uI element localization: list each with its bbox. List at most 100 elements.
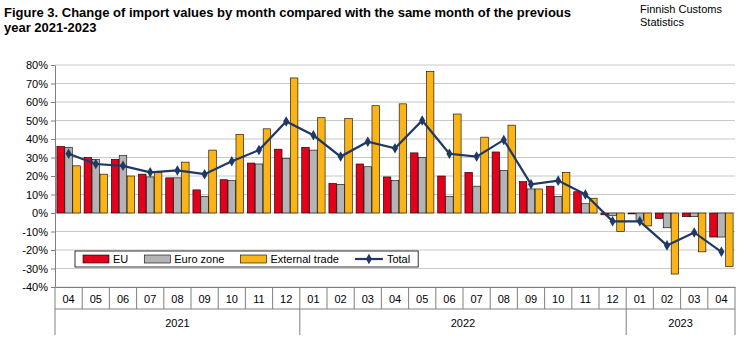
bar <box>644 213 652 226</box>
bar <box>220 180 228 213</box>
grid-line <box>55 120 735 121</box>
x-tick-label: 12 <box>606 293 618 305</box>
chart-container: Figure 3. Change of import values by mon… <box>0 0 756 340</box>
y-tick: 50% <box>26 115 55 127</box>
x-tick: 02 <box>661 293 673 305</box>
y-tick: 40% <box>26 133 55 145</box>
bar <box>574 192 582 213</box>
x-tick: 05 <box>416 293 428 305</box>
bar <box>182 162 190 213</box>
category-separator <box>408 287 409 309</box>
x-tick: 02 <box>334 293 346 305</box>
y-tick: 20% <box>26 170 55 182</box>
x-tick-label: 01 <box>307 293 319 305</box>
x-tick-label: 01 <box>634 293 646 305</box>
bar <box>690 213 698 217</box>
y-tick-label: 20% <box>26 170 48 182</box>
x-tick-label: 06 <box>117 293 129 305</box>
y-tick: -20% <box>22 244 55 256</box>
bar <box>698 213 706 252</box>
category-separator <box>245 287 246 309</box>
bar <box>582 204 590 213</box>
bar <box>683 213 691 217</box>
x-tick-label: 11 <box>253 293 264 305</box>
y-tick-mark <box>51 102 55 103</box>
x-tick-label: 10 <box>552 293 564 305</box>
x-tick-label: 06 <box>443 293 455 305</box>
y-tick-mark <box>51 65 55 66</box>
x-tick: 04 <box>715 293 727 305</box>
y-tick: -10% <box>22 226 55 238</box>
category-separator <box>163 287 164 309</box>
bar-series <box>57 146 717 237</box>
bar <box>318 118 326 213</box>
grid-line <box>55 231 735 232</box>
bar <box>228 181 236 213</box>
category-separator <box>680 287 681 309</box>
marker <box>582 189 588 200</box>
legend-box <box>75 251 418 267</box>
bar <box>166 178 174 213</box>
x-tick: 11 <box>253 293 264 305</box>
y-tick-mark <box>51 195 55 196</box>
grid-line <box>55 250 735 251</box>
marker <box>283 116 289 127</box>
x-tick-label: 04 <box>389 293 401 305</box>
bar <box>364 167 372 213</box>
y-tick-mark <box>51 232 55 233</box>
year-label: 2022 <box>451 317 475 329</box>
marker <box>147 167 153 178</box>
year-separator <box>735 287 736 335</box>
category-separator <box>544 287 545 309</box>
y-tick-mark <box>51 250 55 251</box>
bar <box>337 184 345 213</box>
bar <box>193 190 201 213</box>
y-tick-mark <box>51 84 55 85</box>
category-separator <box>327 287 328 309</box>
y-tick: 60% <box>26 96 55 108</box>
y-tick-mark <box>51 213 55 214</box>
bar <box>500 170 508 213</box>
y-tick-label: -10% <box>22 226 48 238</box>
x-tick: 11 <box>580 293 591 305</box>
category-separator <box>218 287 219 309</box>
x-tick: 08 <box>498 293 510 305</box>
marker <box>528 179 534 190</box>
bar <box>255 164 263 213</box>
bar <box>726 213 734 267</box>
x-tick: 03 <box>688 293 700 305</box>
grid-line <box>55 287 735 288</box>
x-tick: 06 <box>443 293 455 305</box>
category-separator <box>435 287 436 309</box>
title: Figure 3. Change of import values by mon… <box>4 5 571 35</box>
marker <box>637 216 643 227</box>
y-tick: 30% <box>26 152 55 164</box>
grid-line <box>55 83 735 84</box>
bar <box>547 186 555 213</box>
y-tick-mark <box>51 287 55 288</box>
x-tick: 01 <box>634 293 646 305</box>
bar <box>119 156 127 213</box>
bar <box>418 158 426 214</box>
legend-swatch <box>83 255 109 263</box>
bar <box>372 106 380 213</box>
marker <box>446 149 452 160</box>
bar <box>146 177 154 213</box>
x-tick-label: 11 <box>580 293 591 305</box>
marker <box>120 161 126 172</box>
marker <box>501 135 507 146</box>
bar <box>446 196 454 213</box>
category-separator <box>381 287 382 309</box>
bar <box>519 182 527 213</box>
y-tick-mark <box>51 158 55 159</box>
bar <box>290 78 298 213</box>
bar <box>345 119 353 213</box>
y-tick-label: 0% <box>32 207 48 219</box>
marker <box>256 145 262 156</box>
bar <box>535 189 543 213</box>
marker <box>310 130 316 141</box>
y-tick: -30% <box>22 263 55 275</box>
y-tick-label: -40% <box>22 281 48 293</box>
bar <box>481 137 489 213</box>
x-tick: 03 <box>362 293 374 305</box>
